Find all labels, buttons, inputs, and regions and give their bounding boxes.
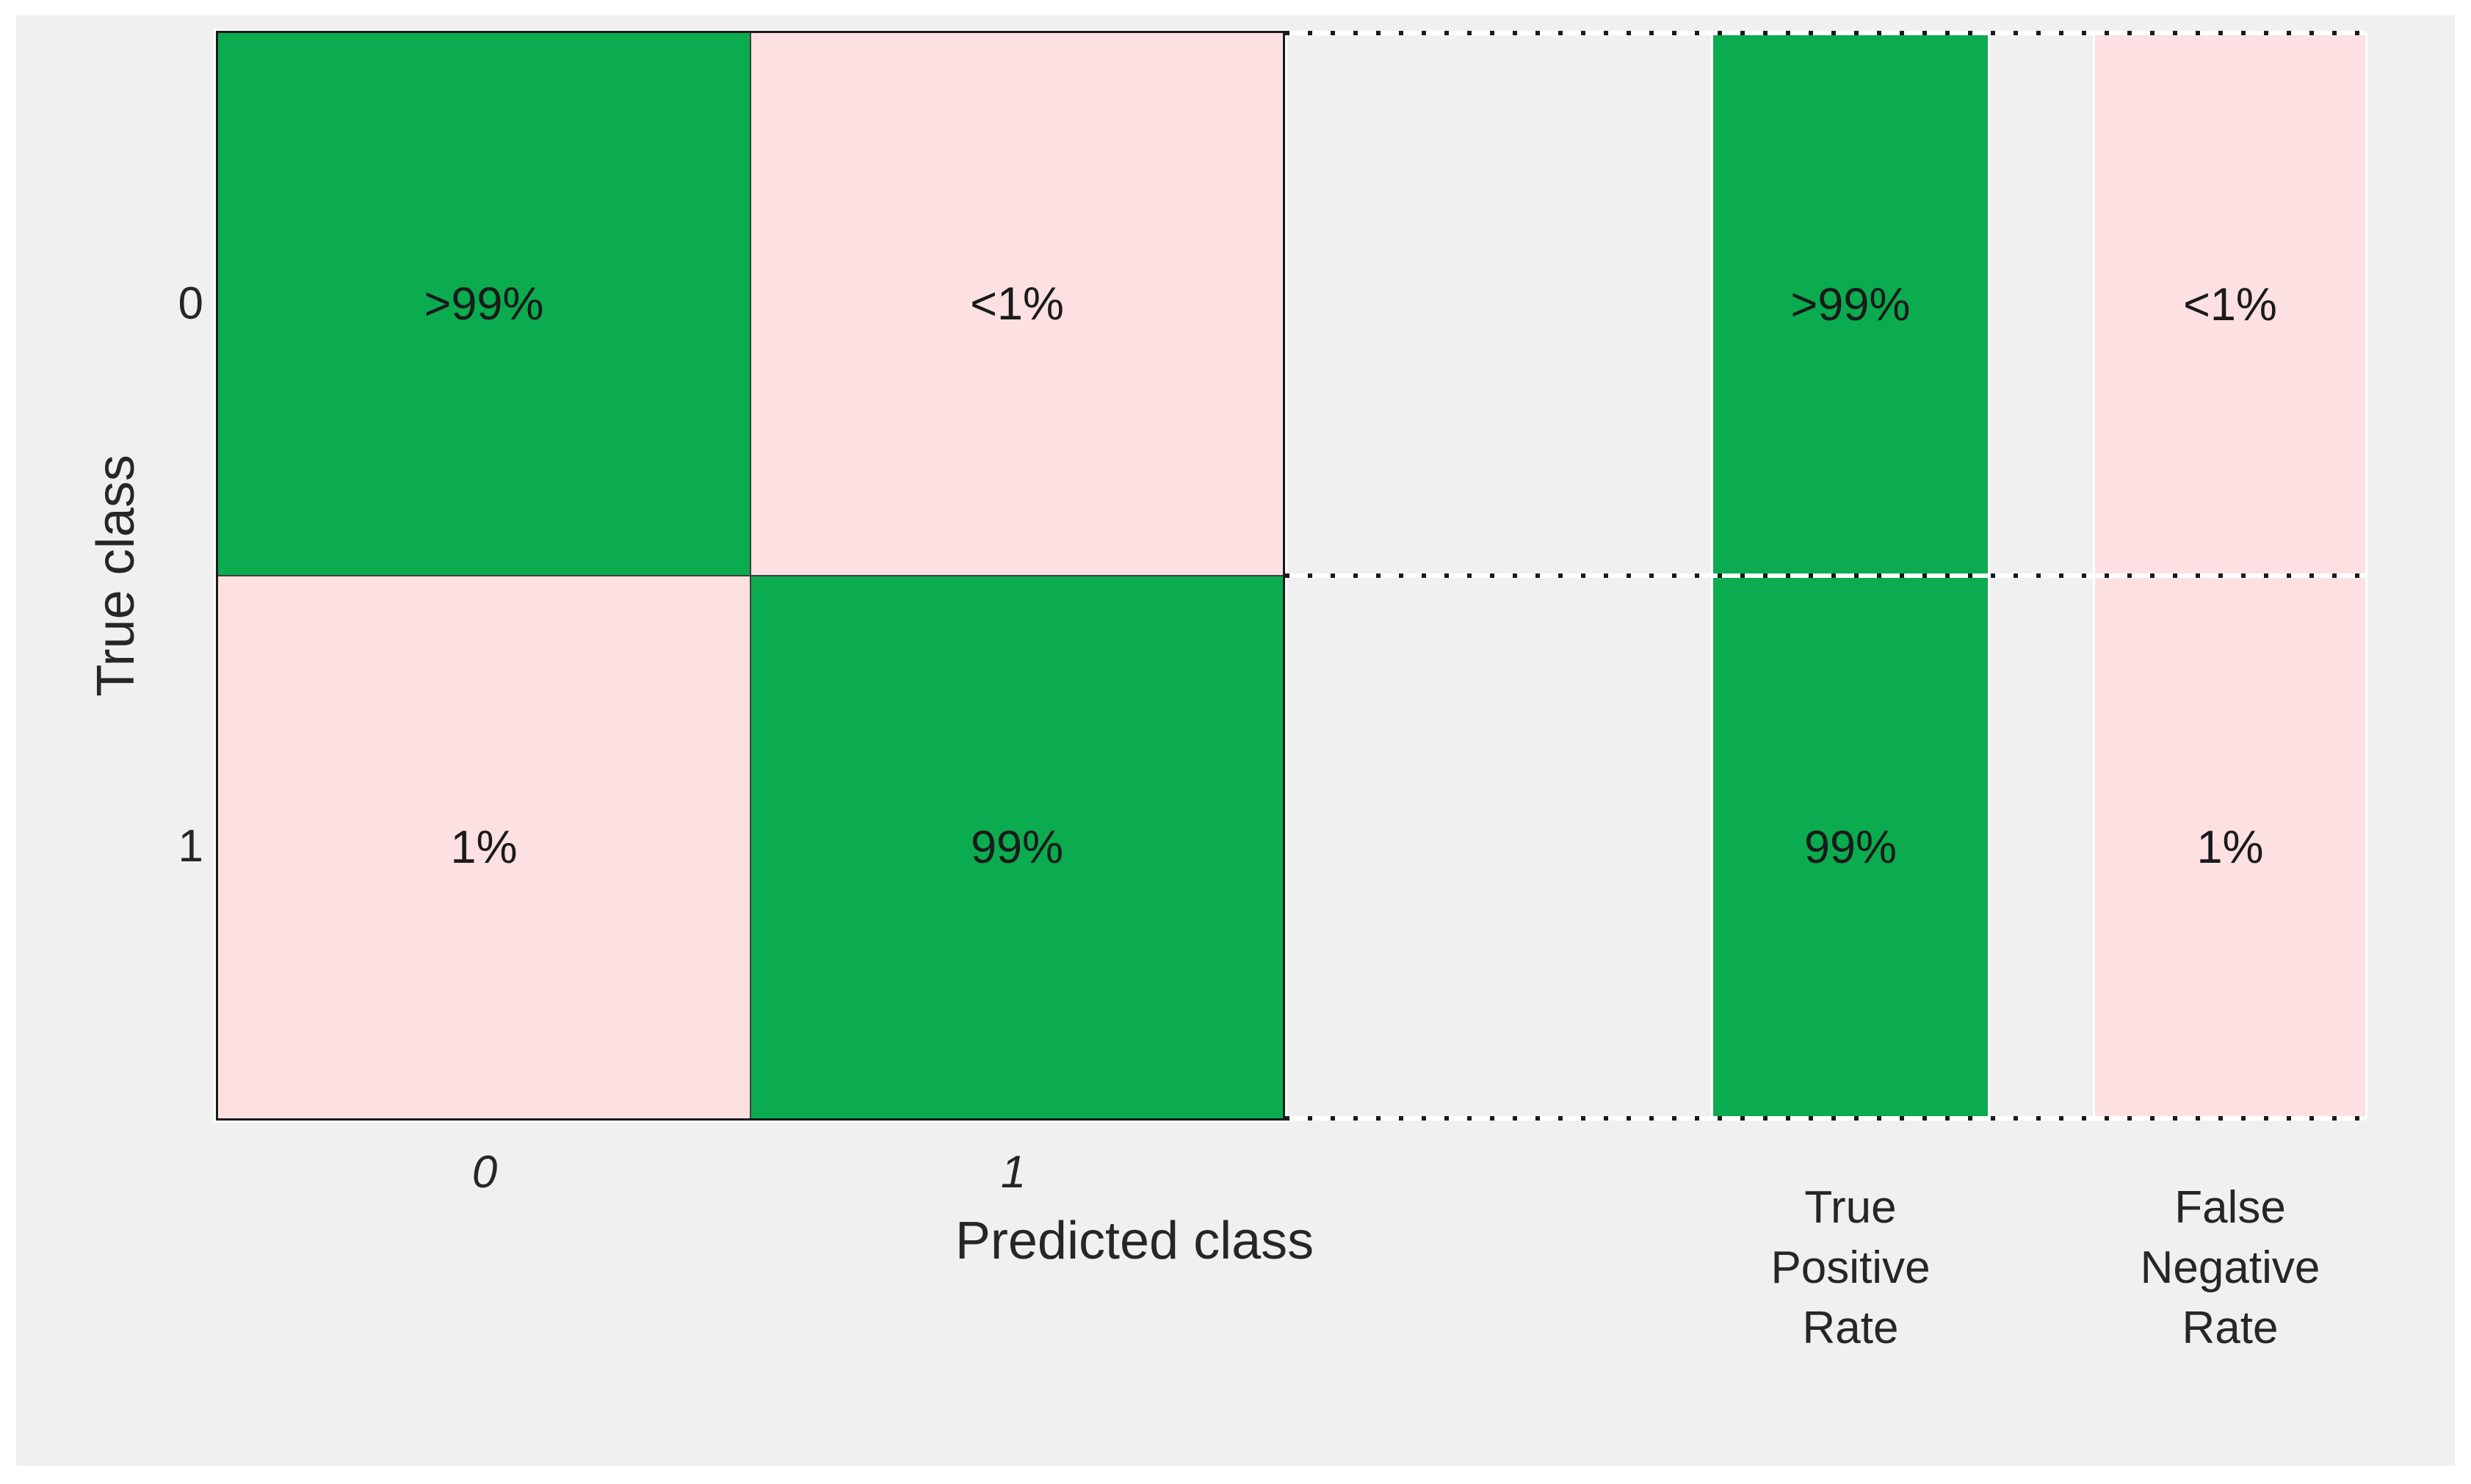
matrix-cell-row0-col0: >99% [218,33,750,575]
x-axis-label: Predicted class [955,1212,1314,1270]
tpr-label-line-1: True [1804,1182,1897,1233]
fnr-label-line-1: False [2174,1182,2286,1233]
tpr-column-label: True Positive Rate [1770,1178,1930,1358]
fnr-value-row0: <1% [2183,278,2277,330]
x-axis-tick-0: 0 [471,1147,498,1198]
fnr-column-label: False Negative Rate [2141,1178,2320,1358]
dotted-separator-bottom [1285,1116,2365,1121]
y-axis-tick-1: 1 [178,821,203,872]
x-axis-tick-1: 1 [1000,1147,1027,1198]
tpr-value-row1: 99% [1803,821,1897,873]
dotted-separator-middle [1285,573,2365,578]
y-axis-tick-0: 0 [178,278,203,329]
matrix-cell-row0-col1: <1% [751,33,1283,575]
tpr-label-line-2: Positive [1770,1242,1931,1293]
matrix-cell-row1-col0: 1% [218,576,750,1118]
confusion-matrix: >99% <1% 1% 99% [216,31,1285,1121]
matrix-cell-row1-col1: 99% [751,576,1283,1118]
fnr-label-line-2: Negative [2140,1242,2320,1293]
tpr-label-line-3: Rate [1802,1303,1899,1353]
fnr-label-line-3: Rate [2182,1303,2279,1353]
tpr-value-row0: >99% [1790,278,1911,330]
fnr-value-row1: 1% [2196,821,2264,873]
dotted-separator-top [1285,31,2365,35]
y-axis-label: True class [87,455,145,697]
